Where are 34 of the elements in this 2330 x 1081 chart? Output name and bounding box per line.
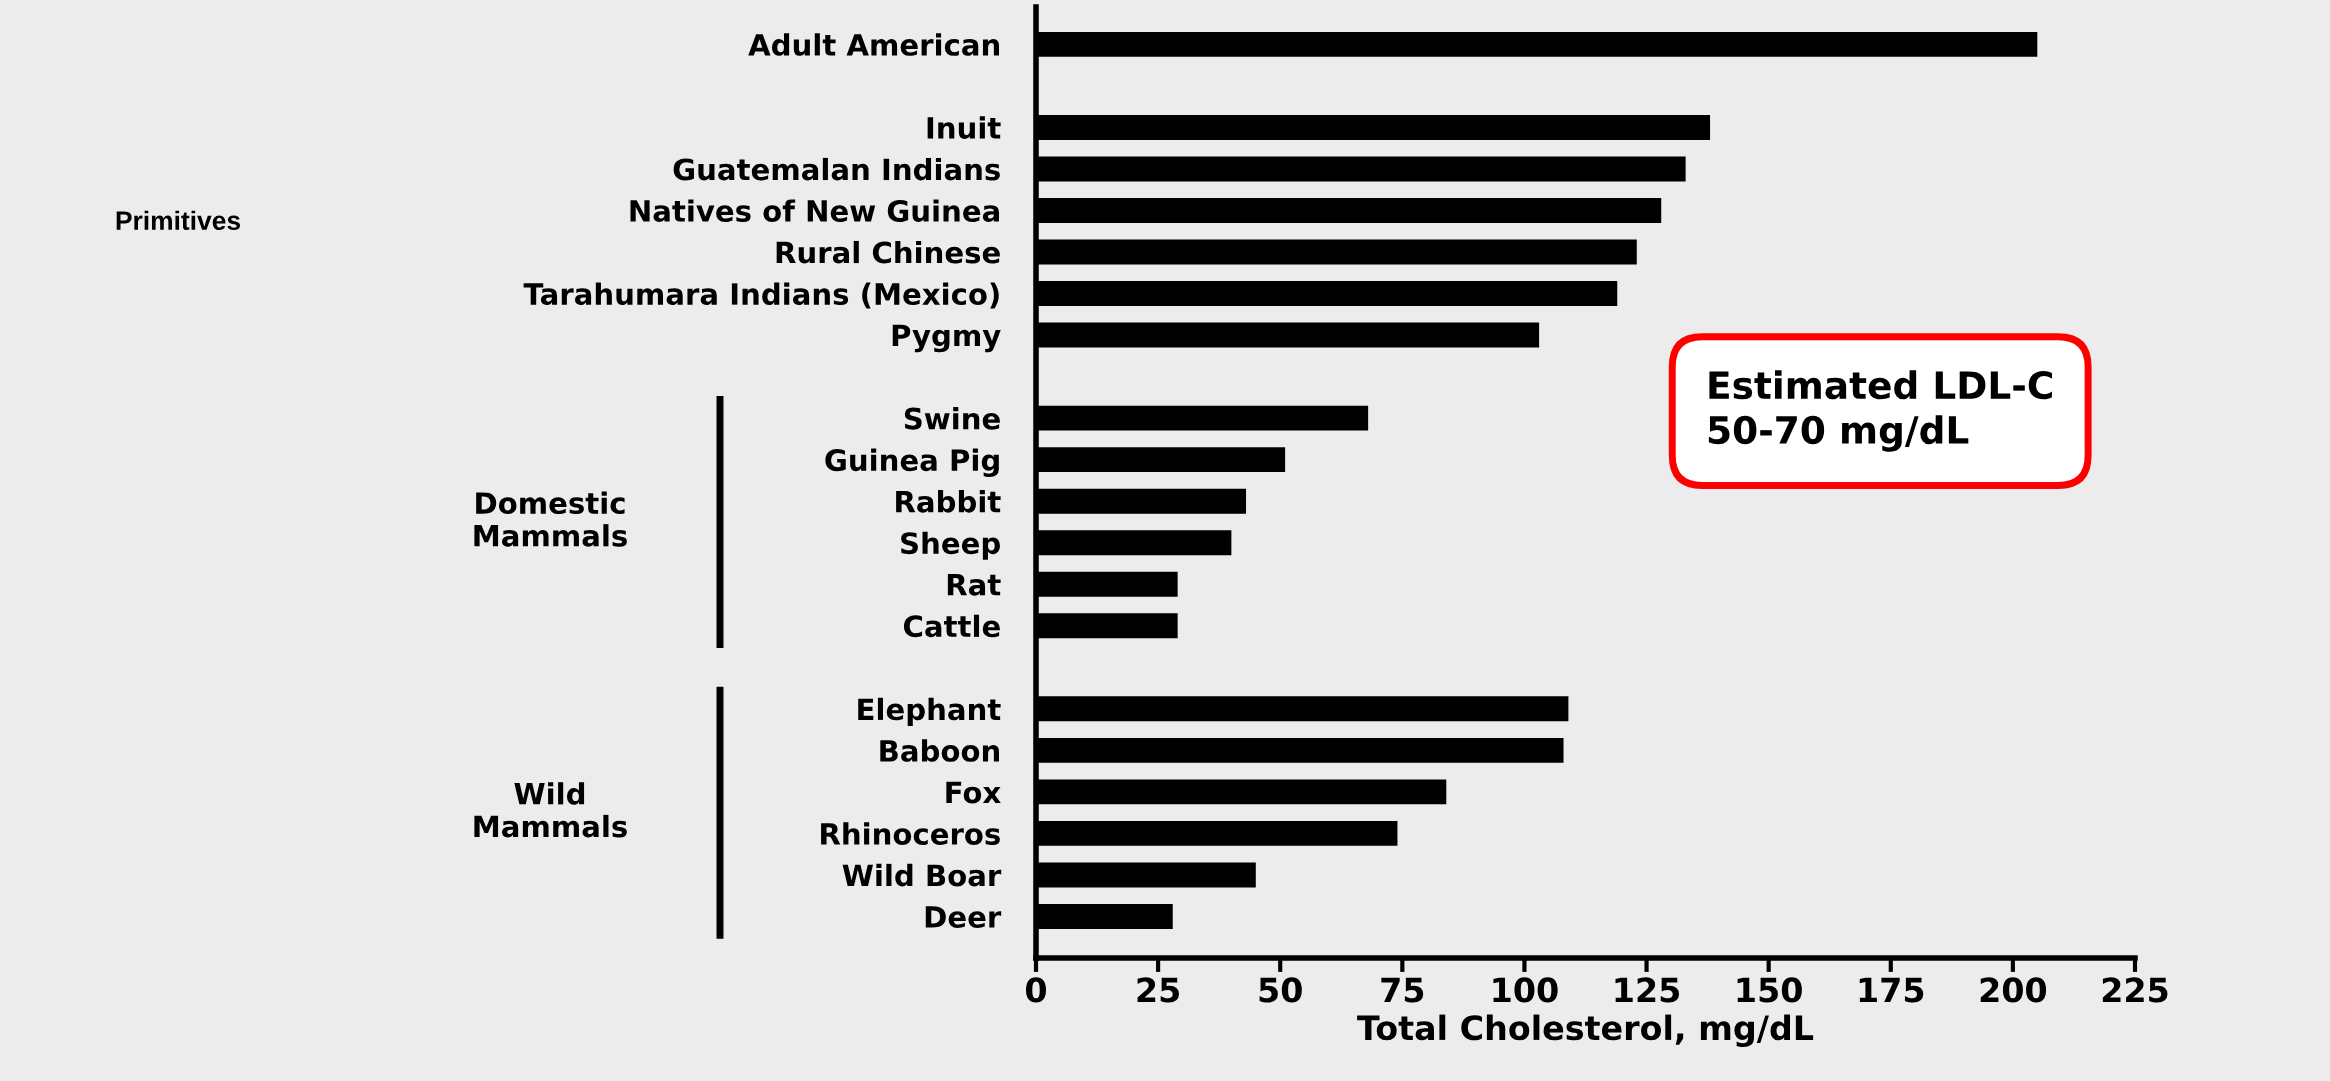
- y-tick-label: Swine: [904, 407, 1000, 430]
- x-axis-title: Total Cholesterol, mg/dL: [1357, 1014, 1814, 1048]
- y-tick-label: Baboon: [880, 739, 999, 762]
- y-tick-label: Wild Boar: [842, 863, 1002, 887]
- y-tick-label: Tarahumara Indians (Mexico): [523, 282, 999, 309]
- y-tick-label: Guinea Pig: [825, 448, 999, 478]
- y-tick-label: Elephant: [858, 697, 1001, 726]
- x-tick-label: 100: [1493, 977, 1558, 1003]
- x-tick-label: 25: [1137, 977, 1179, 1003]
- y-tick-label: Fox: [946, 781, 1001, 804]
- y-tick-label: Sheep: [901, 531, 1000, 560]
- x-tick-label: 125: [1615, 977, 1680, 1003]
- y-tick-label: Rhinoceros: [821, 822, 1000, 845]
- y-tick-label: Deer: [925, 906, 1002, 928]
- y-tick-label: Cattle: [903, 614, 1000, 638]
- y-tick-label: Inuit: [927, 116, 1001, 139]
- text: Wild Mammals: [474, 782, 627, 838]
- y-tick-label: Natives of New Guinea: [630, 199, 999, 222]
- x-tick-label: 150: [1737, 977, 1802, 1003]
- y-tick-label: Pygmy: [892, 324, 1001, 353]
- x-tick-label: 75: [1381, 977, 1424, 1003]
- y-tick-label: Rat: [947, 574, 1001, 596]
- y-tick-label: Rabbit: [896, 490, 1001, 513]
- text: Primitives: [116, 210, 240, 231]
- x-tick-label: 225: [2102, 977, 2168, 1003]
- x-tick-label: 0: [1026, 977, 1046, 1003]
- annotation: Estimated LDL-C 50-70 mg/dL: [1708, 370, 2052, 452]
- x-tick-label: 175: [1859, 977, 1924, 1003]
- text: Domestic Mammals: [474, 491, 627, 547]
- x-tick-label: 200: [1980, 977, 2047, 1003]
- x-tick-label: 50: [1259, 977, 1302, 1003]
- y-tick-label: Rural Chinese: [776, 240, 1000, 264]
- y-tick-label: Guatemalan Indians: [673, 157, 1000, 181]
- y-tick-label: Adult American: [748, 33, 999, 56]
